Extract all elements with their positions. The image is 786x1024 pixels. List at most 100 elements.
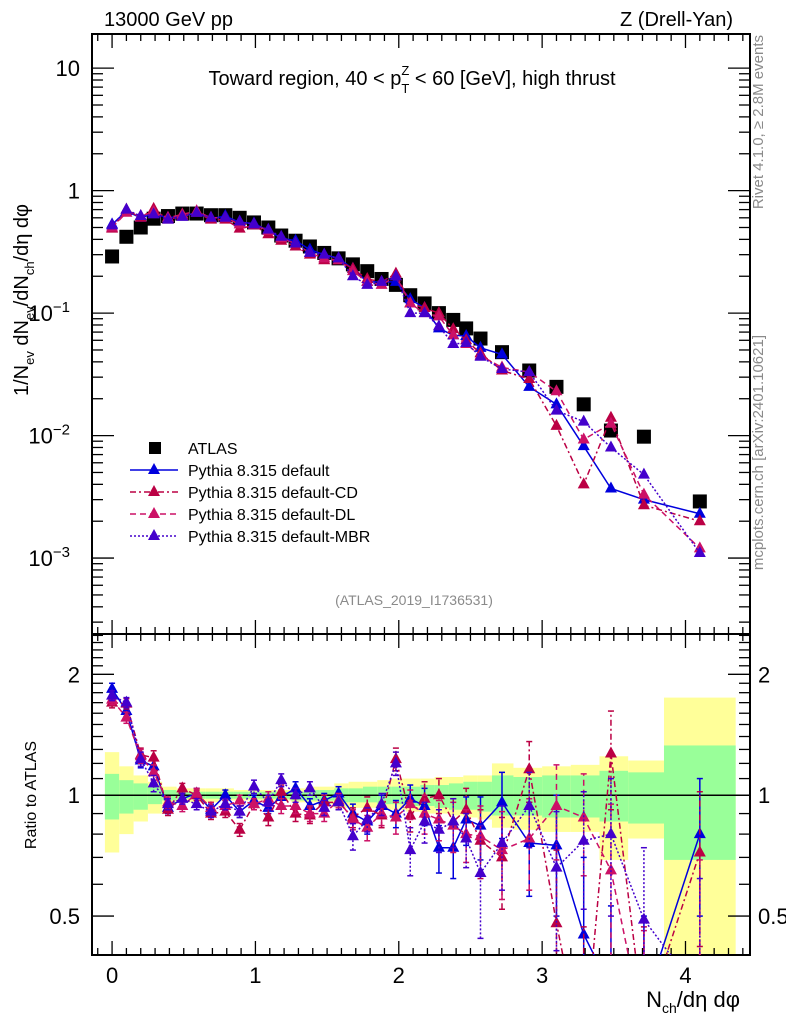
mc-point [289, 236, 302, 248]
ratio-point [432, 788, 445, 800]
atlas-data-point [473, 331, 488, 346]
atlas-data-point [133, 220, 148, 235]
mc-point [550, 418, 563, 430]
ratio-point [418, 806, 431, 818]
legend-label: Pythia 8.315 default-CD [188, 485, 358, 502]
ratio-point [233, 793, 246, 805]
ratio-point [432, 812, 445, 824]
series-pythia-8-315-default-mbr [106, 202, 706, 558]
mc-point [495, 347, 508, 359]
ratio-point [432, 822, 445, 834]
ratio-point [577, 833, 590, 845]
legend-marker [148, 463, 160, 474]
y-tick-exponent: −3 [53, 544, 70, 561]
ratio-point [389, 810, 402, 822]
legend-label: Pythia 8.315 default-MBR [188, 529, 370, 546]
mc-point [120, 202, 133, 214]
mc-point [637, 487, 650, 499]
mc-line [111, 208, 701, 554]
ratio-point [432, 840, 445, 852]
mc-point [147, 207, 160, 219]
ratio-point [233, 822, 246, 834]
ratio-point [190, 797, 203, 809]
y-tick-exponent: −2 [53, 422, 70, 439]
ratio-point [361, 800, 374, 812]
y-tick-label: 10−3 [28, 544, 70, 571]
ratio-point [176, 781, 189, 793]
ratio-point [289, 788, 302, 800]
ratio-line [111, 688, 701, 955]
x-tick-label: 3 [536, 963, 548, 988]
ratio-point [637, 912, 650, 924]
ratio-line [112, 701, 701, 955]
ratio-y-axis-label: Ratio to ATLAS [23, 741, 40, 849]
ratio-point [262, 810, 275, 822]
ratio-panel-series [106, 681, 706, 993]
stat-uncertainty-band [448, 783, 464, 810]
mc-line [111, 210, 701, 549]
ratio-point [120, 695, 133, 707]
y-tick-label: 10 [56, 56, 80, 81]
stat-uncertainty-band [119, 780, 134, 814]
ratio-point [604, 746, 617, 758]
ratio-point [550, 838, 563, 850]
main-panel-series [105, 201, 707, 558]
ratio-point [134, 752, 147, 764]
x-tick-label: 0 [106, 963, 118, 988]
ratio-point [604, 827, 617, 839]
y-tick-exponent: −1 [53, 299, 70, 316]
ratio-point [404, 797, 417, 809]
mc-point [577, 414, 590, 426]
ratio-point [550, 798, 563, 810]
x-tick-label: 2 [393, 963, 405, 988]
mc-line [111, 210, 701, 515]
ratio-point [318, 800, 331, 812]
ratio-point [418, 798, 431, 810]
ratio-point [233, 804, 246, 816]
ratio-point [147, 776, 160, 788]
mc-line [111, 207, 701, 522]
mc-point [604, 416, 617, 428]
mc-point [523, 371, 536, 383]
ratio-point [474, 866, 487, 878]
atlas-data-point [636, 429, 651, 444]
ratio-point [332, 795, 345, 807]
ratio-point [604, 863, 617, 875]
ratio-point [303, 806, 316, 818]
mc-point [106, 218, 119, 230]
y-tick-label: 10−2 [28, 422, 70, 449]
ratio-y-tick-label-left: 1 [68, 783, 80, 808]
mc-point [176, 209, 189, 221]
ratio-point [247, 797, 260, 809]
ratio-point [346, 829, 359, 841]
rivet-label: Rivet 4.1.0, ≥ 2.8M events [750, 35, 767, 209]
legend-marker [148, 485, 160, 496]
mc-point [577, 477, 590, 489]
ratio-line [111, 699, 630, 955]
mc-point [161, 212, 174, 224]
legend-label: ATLAS [188, 441, 238, 458]
ratio-line [111, 694, 672, 955]
mc-point [432, 319, 445, 331]
mc-point [404, 306, 417, 318]
stat-uncertainty-band [104, 773, 120, 820]
mc-point [447, 336, 460, 348]
atlas-data-point [105, 249, 120, 264]
mc-point [460, 336, 473, 348]
analysis-tag: (ATLAS_2019_I1736531) [335, 592, 493, 608]
ratio-point [605, 982, 617, 993]
ratio-point [523, 762, 536, 774]
ratio-point [120, 710, 133, 722]
mc-point [604, 440, 617, 452]
ratio-point [375, 797, 388, 809]
ratio-point [418, 814, 431, 826]
mc-point [447, 328, 460, 340]
mc-point [637, 467, 650, 479]
ratio-point [474, 818, 487, 830]
ratio-point [275, 784, 288, 796]
ratio-y-tick-label-left: 2 [68, 662, 80, 687]
mc-point [275, 229, 288, 241]
ratio-y-tick-label-right: 1 [758, 783, 770, 808]
mc-point [693, 514, 706, 526]
